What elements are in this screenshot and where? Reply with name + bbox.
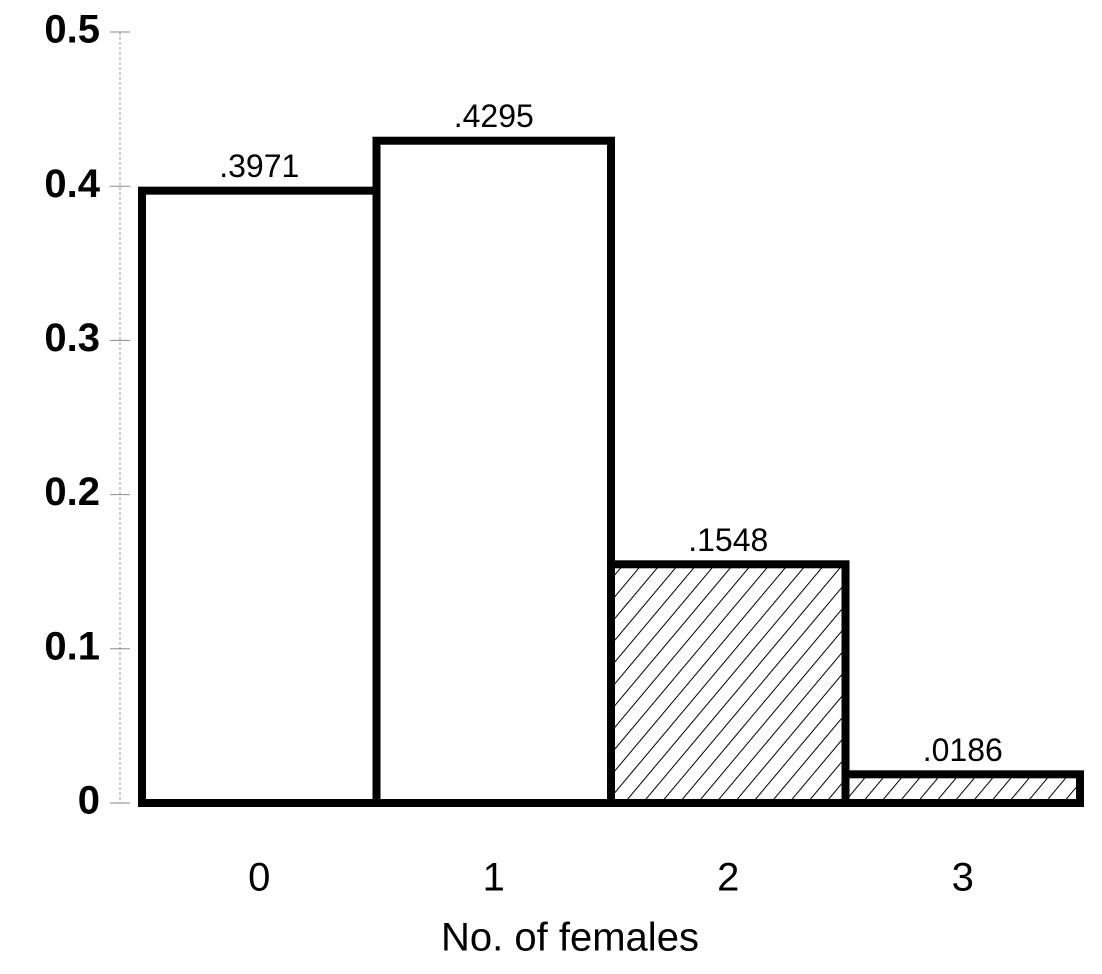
value-label: .3971 [219,148,299,184]
value-label: .4295 [454,98,534,134]
bar [607,560,850,807]
x-tick-label: 2 [717,856,739,900]
y-tick-label: 0 [78,779,100,823]
y-tick-label: 0.1 [44,624,100,668]
value-label: .1548 [688,522,768,558]
y-tick-label: 0.4 [44,162,100,206]
y-tick-label: 0.5 [44,8,100,52]
x-tick-label: 0 [248,856,270,900]
value-label: .0186 [923,732,1003,768]
y-tick-label: 0.2 [44,470,100,514]
x-axis-title: No. of females [441,916,699,960]
y-tick-label: 0.3 [44,316,100,360]
bar [372,136,615,807]
x-tick-label: 3 [952,856,974,900]
bar [841,770,1084,807]
bar [138,186,381,807]
x-tick-label: 1 [483,856,505,900]
